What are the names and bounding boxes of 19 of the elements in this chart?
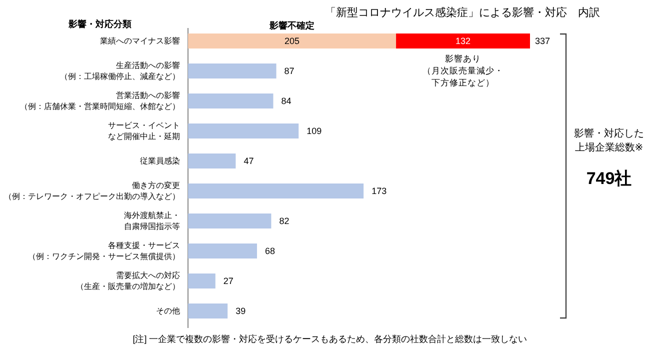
data-label: 132: [456, 36, 471, 46]
y-axis-title: 影響・対応分類: [68, 19, 132, 30]
series-label: 影響あり（月次販売量減少・下方修正など）: [422, 53, 504, 88]
series-label: 影響不確定: [268, 20, 315, 31]
data-label: 84: [281, 96, 292, 106]
total-label: 337: [535, 36, 550, 46]
data-label: 205: [284, 36, 300, 46]
data-label: 39: [236, 306, 246, 316]
data-label: 87: [284, 66, 294, 76]
data-label: 173: [372, 186, 387, 196]
chart-title: 「新型コロナウイルス感染症」による影響・対応 内訳: [325, 6, 600, 19]
data-label: 27: [223, 276, 234, 286]
data-label: 82: [279, 216, 290, 226]
data-label: 109: [306, 126, 322, 136]
data-label: 68: [265, 246, 276, 256]
text: 影響・対応した上場企業総数※: [574, 128, 644, 154]
text: [注] 一企業で複数の影響・対応を受けるケースもあるため、各分類の社数合計と総数は一致しない: [132, 334, 528, 344]
data-label: 47: [244, 156, 254, 166]
text: 749社: [586, 168, 632, 188]
